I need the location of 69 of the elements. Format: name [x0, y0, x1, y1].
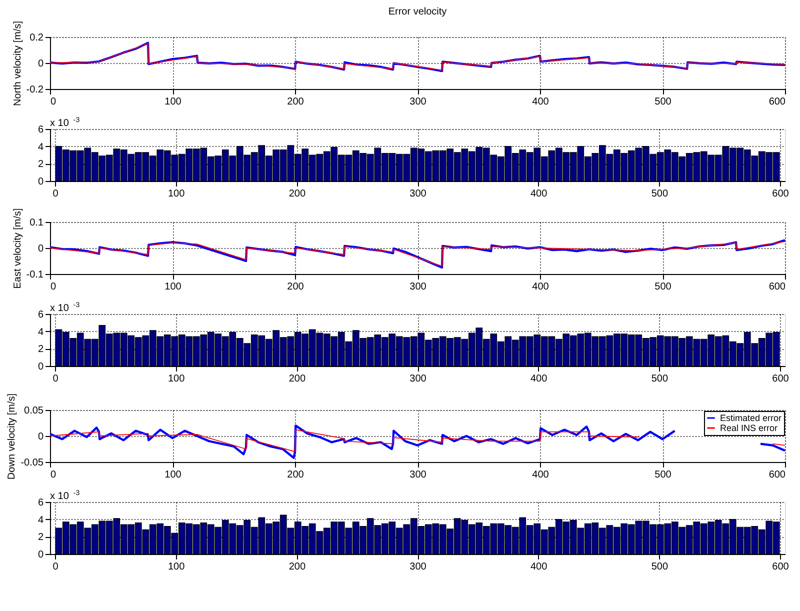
x-tick-label: 300 [410, 374, 427, 384]
y-tick-label: -0.1 [26, 270, 44, 280]
y-tick-label: 0.2 [30, 32, 44, 44]
y-axis-title: East velocity [m/s] [12, 208, 24, 289]
x-tick-label: 200 [287, 282, 304, 292]
y-tick-label: 0.1 [30, 218, 44, 228]
y-tick-label: 6 [38, 124, 44, 136]
x-tick-label: 500 [651, 188, 668, 200]
y-tick-label: 2 [38, 344, 44, 356]
y-tick-label: 0 [38, 362, 44, 372]
x-tick-label: 400 [530, 374, 548, 384]
x-tick-label: 600 [772, 374, 790, 384]
x-tick-label: 200 [288, 374, 306, 384]
legend-label: Estimated error [720, 413, 782, 423]
x-tick-label: 200 [287, 96, 304, 108]
x-tick-label: 200 [288, 188, 306, 200]
x-tick-label: 400 [532, 470, 550, 480]
y-tick-label: 0 [38, 244, 44, 254]
x-tick-label: 100 [168, 562, 186, 572]
y-tick-label: 2 [38, 159, 44, 170]
x-tick-label: 0 [52, 562, 59, 572]
x-tick-label: 100 [164, 282, 182, 292]
y-tick-label: -0.2 [26, 84, 44, 96]
x-tick-label: 600 [772, 562, 790, 572]
x-tick-label: 300 [410, 188, 427, 200]
x-tick-label: 300 [410, 96, 427, 108]
y-tick-label: 4 [38, 326, 44, 338]
y-tick-label: 6 [38, 310, 44, 320]
y-tick-label: 0.05 [24, 406, 44, 416]
y-axis-title: Down velocity [m/s] [6, 393, 18, 480]
x-tick-label: 400 [532, 282, 550, 292]
x-tick-label: 200 [288, 562, 306, 572]
y-tick-label: 6 [38, 498, 44, 508]
x-tick-label: 300 [410, 562, 427, 572]
y-tick-label: 0 [38, 176, 44, 188]
y-tick-label: -0.05 [20, 458, 44, 468]
y-tick-label: 0 [38, 58, 44, 70]
y-tick-label: 4 [38, 514, 44, 526]
y-tick-label: 4 [38, 142, 44, 153]
x-tick-label: 100 [168, 188, 186, 200]
y-axis-title: North velocity [m/s] [12, 20, 24, 106]
x-tick-label: 0 [50, 470, 56, 480]
x-tick-label: 400 [530, 188, 548, 200]
x-tick-label: 500 [654, 470, 672, 480]
x-tick-label: 0 [52, 188, 59, 200]
x-tick-label: 0 [50, 282, 56, 292]
x-tick-label: 500 [651, 562, 668, 572]
x-tick-label: 300 [410, 470, 427, 480]
x-tick-label: 100 [164, 96, 182, 108]
x-tick-label: 400 [532, 96, 550, 108]
legend-label: Real INS error [720, 423, 778, 433]
y-tick-label: 2 [38, 532, 44, 544]
x-tick-label: 100 [168, 374, 186, 384]
y-tick-label: 0 [38, 432, 44, 442]
y-tick-label: 0 [38, 550, 44, 560]
x-tick-label: 300 [410, 282, 427, 292]
x-tick-label: 600 [768, 282, 786, 292]
x-tick-label: 0 [52, 374, 59, 384]
x-tick-label: 100 [164, 470, 182, 480]
chart-title: Error velocity [388, 6, 447, 18]
x-tick-label: 400 [530, 562, 548, 572]
x-tick-label: 600 [772, 188, 790, 200]
x-tick-label: 500 [654, 282, 672, 292]
x-tick-label: 500 [651, 374, 668, 384]
x-tick-label: 600 [768, 470, 786, 480]
x-tick-label: 500 [654, 96, 672, 108]
x-tick-label: 0 [50, 96, 56, 108]
x-tick-label: 600 [768, 96, 786, 108]
x-tick-label: 200 [287, 470, 304, 480]
